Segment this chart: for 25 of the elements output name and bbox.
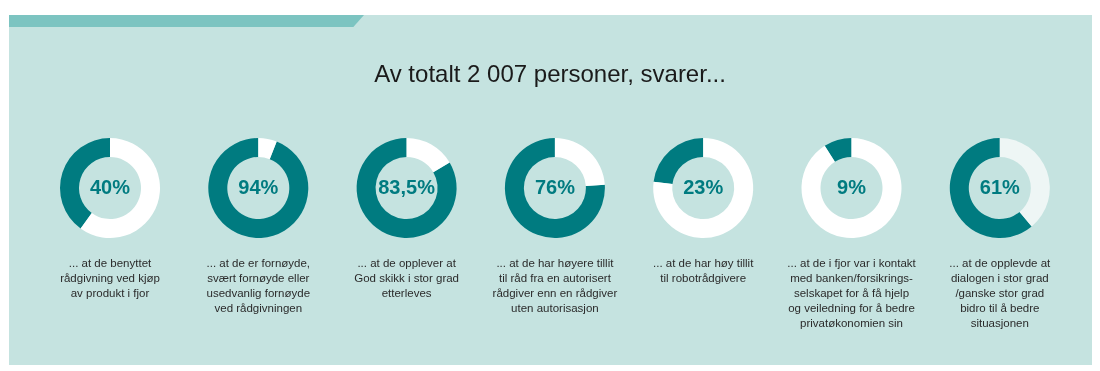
data-label: 83,5% — [378, 176, 436, 198]
donut-slice — [406, 138, 450, 173]
text: ... at de har høyere tillit til råd fra en autorisert rådgiver enn en rådgiver uten autorisasjon — [492, 257, 618, 314]
donut-slice — [80, 138, 160, 238]
donut-slice — [356, 138, 457, 238]
data-label: 76% — [534, 176, 576, 198]
text: ... at de opplevde at dialogen i stor grad /ganske stor grad bidro til å bedre situasjonen — [949, 257, 1052, 329]
donut-slice — [504, 138, 605, 238]
donut-slice — [208, 138, 309, 238]
text: ... at de har høy tillit til robotrådgivere — [653, 257, 755, 284]
text: ... at de benyttet rådgivning ved kjøp av produkt i fjor — [60, 257, 160, 299]
donut-slice — [824, 138, 852, 162]
data-label: 9% — [837, 176, 867, 198]
chart-title: Av totalt 2 007 personer, svarer... — [374, 60, 726, 87]
donut-slice — [653, 138, 754, 238]
text: ... at de er fornøyde, svært fornøyde eller usedvanlig fornøyde ved rådgivningen — [206, 257, 311, 314]
donut-slice — [258, 138, 277, 160]
data-label: 40% — [89, 176, 131, 198]
data-label: 23% — [683, 176, 724, 198]
data-label: 61% — [979, 176, 1021, 198]
text: ... at de opplever at God skikk i stor grad etterleves — [354, 257, 460, 299]
text: ... at de i fjor var i kontakt med banken/forsikrings- selskapet for å få hjelp og veiledning for å bedre privatøkonomien sin — [787, 257, 917, 329]
donut-slice — [801, 138, 902, 238]
data-label: 94% — [238, 176, 279, 198]
donut-slice — [949, 138, 1032, 238]
